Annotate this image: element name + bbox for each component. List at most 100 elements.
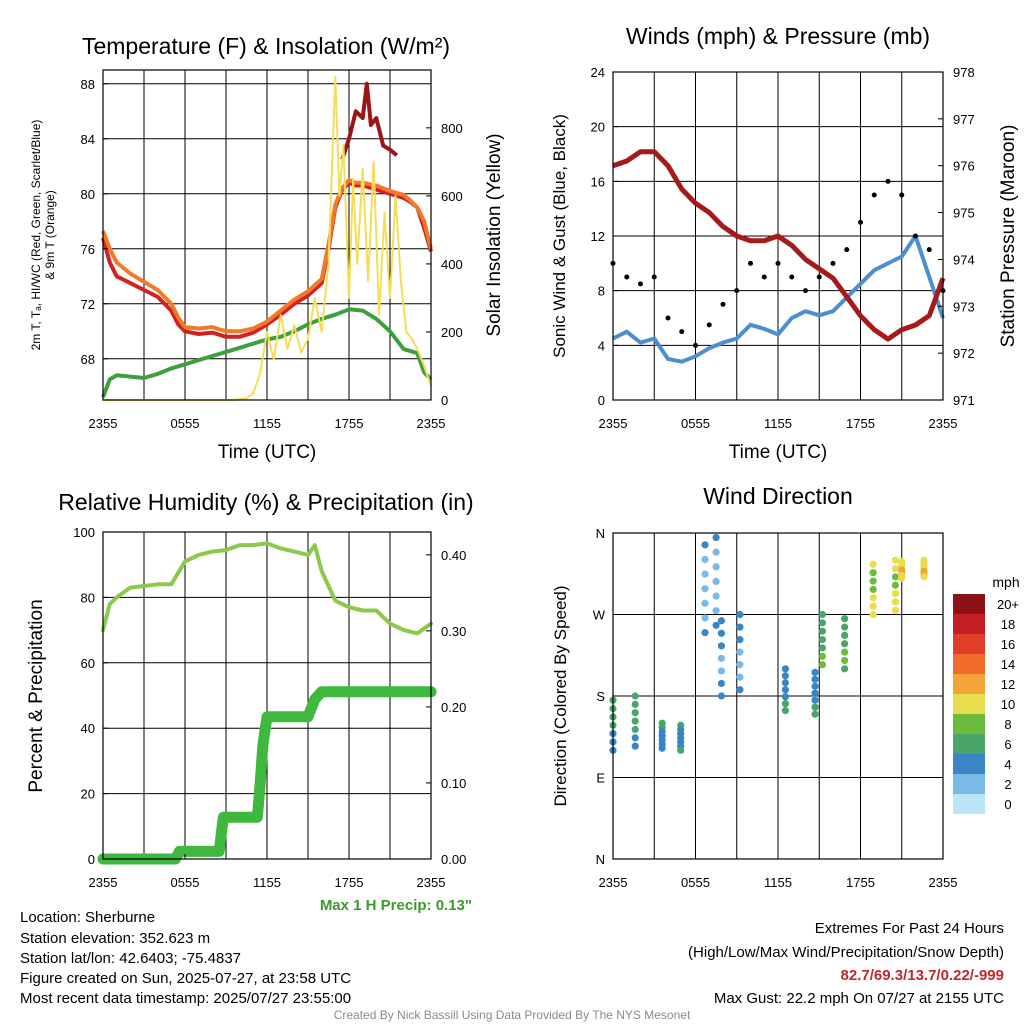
direction-point (781, 665, 790, 673)
direction-point (811, 710, 819, 718)
direction-point (658, 727, 666, 736)
direction-point (811, 703, 819, 711)
direction-point (818, 644, 827, 652)
gust-point (734, 288, 740, 294)
direction-point (869, 610, 877, 619)
station-location: Location: Sherburne (20, 909, 155, 926)
y-tick-label-left: 76 (81, 242, 95, 257)
direction-point (898, 566, 906, 574)
series-line-hi (340, 81, 399, 161)
y-tick-label-left: 68 (81, 352, 95, 367)
direction-point (898, 571, 906, 580)
direction-point (781, 679, 790, 687)
direction-point (891, 581, 900, 589)
direction-point (736, 648, 744, 656)
legend-label: 2 (1004, 777, 1011, 792)
x-tick-label: 2355 (417, 416, 446, 431)
x-tick-label: 1755 (846, 875, 875, 890)
gust-point (816, 274, 822, 280)
y-tick-label-right: 974 (953, 252, 975, 267)
y-tick-label-left: 60 (81, 656, 95, 671)
series-line-wind (612, 234, 945, 364)
winds-series (610, 149, 946, 364)
direction-point (869, 560, 877, 568)
y-tick-label-left: 20 (81, 787, 95, 802)
direction-point (891, 573, 900, 581)
legend-swatch (953, 674, 985, 694)
series-line-t2m (101, 180, 433, 339)
direction-point (658, 736, 666, 744)
legend-swatch (953, 694, 985, 714)
winds-ylabel-right: Station Pressure (Maroon) (998, 125, 1019, 348)
gust-point (775, 260, 781, 266)
x-tick-label: 1155 (253, 875, 281, 890)
legend-swatch (953, 754, 985, 774)
legend-label: 0 (1004, 797, 1011, 812)
gust-point (858, 219, 863, 225)
y-tick-label-left: N (596, 852, 605, 867)
direction-point (898, 560, 906, 568)
direction-point (712, 563, 720, 571)
direction-point (818, 652, 827, 660)
gust-point (651, 274, 657, 280)
y-tick-label-right: 0.40 (441, 548, 466, 563)
direction-point (869, 577, 877, 585)
credit-line: Created By Nick Bassill Using Data Provi… (334, 1008, 691, 1022)
direction-point (811, 682, 819, 690)
y-tick-label-left: 80 (81, 590, 95, 605)
direction-point (736, 686, 744, 694)
gust-point (871, 192, 877, 198)
y-tick-label-left: 4 (598, 338, 605, 353)
gust-point (748, 260, 753, 266)
direction-point (781, 672, 790, 680)
gust-point (706, 322, 712, 328)
y-tick-label-left: 16 (591, 174, 605, 189)
direction-point (818, 619, 827, 627)
direction-point (891, 606, 900, 614)
extremes-values: 82.7/69.3/13.7/0.22/-999 (841, 967, 1004, 984)
direction-point (717, 617, 726, 625)
legend-label: 12 (1001, 677, 1015, 692)
x-tick-label: 1755 (335, 875, 364, 890)
direction-point (631, 717, 639, 725)
winds-ticks: 2355 0555 1155 1755 2355 0 4 8 12 16 20 24 971 972 973… (591, 65, 975, 431)
direction-point (712, 592, 720, 600)
direction-point (841, 631, 849, 639)
legend-label: 16 (1001, 637, 1015, 652)
figure-created: Figure created on Sun, 2025-07-27, at 23… (20, 970, 351, 987)
direction-point (841, 623, 849, 631)
legend-label: 8 (1004, 717, 1011, 732)
direction-point (701, 541, 709, 549)
gust-point (720, 301, 726, 307)
direction-point (717, 642, 726, 650)
gust-point (830, 260, 836, 266)
winds-panel: Winds (mph) & Pressure (mb) 2355 0555 1155… (550, 23, 1019, 463)
y-tick-label-left: 0 (88, 852, 95, 867)
direction-point (736, 610, 744, 619)
y-tick-label-right: 978 (953, 65, 975, 80)
y-tick-label-right: 0 (441, 393, 448, 408)
gust-point (693, 342, 698, 348)
y-tick-label-left: S (596, 689, 605, 704)
x-tick-label: 0555 (171, 875, 200, 890)
direction-point (781, 693, 790, 701)
x-tick-label: 1755 (335, 416, 364, 431)
station-elevation: Station elevation: 352.623 m (20, 930, 210, 947)
temperature-xlabel: Time (UTC) (218, 442, 317, 463)
direction-point (811, 668, 819, 676)
direction-point (701, 555, 709, 564)
x-tick-label: 2355 (89, 416, 118, 431)
legend-swatch (953, 714, 985, 734)
direction-point (631, 734, 639, 742)
direction-point (736, 635, 744, 644)
temperature-title: Temperature (F) & Insolation (W/m²) (82, 33, 450, 59)
y-tick-label-right: 600 (441, 189, 463, 204)
temperature-ylabel-left-1: 2m T, Tₐ, HI/WC (Red, Green, Scarlet/Blu… (29, 120, 43, 351)
direction-point (869, 585, 877, 594)
direction-point (818, 610, 827, 619)
x-tick-label: 2355 (89, 875, 118, 890)
x-tick-label: 2355 (929, 416, 958, 431)
legend-swatch (953, 594, 985, 614)
x-tick-label: 0555 (681, 416, 710, 431)
x-tick-label: 1155 (253, 416, 281, 431)
